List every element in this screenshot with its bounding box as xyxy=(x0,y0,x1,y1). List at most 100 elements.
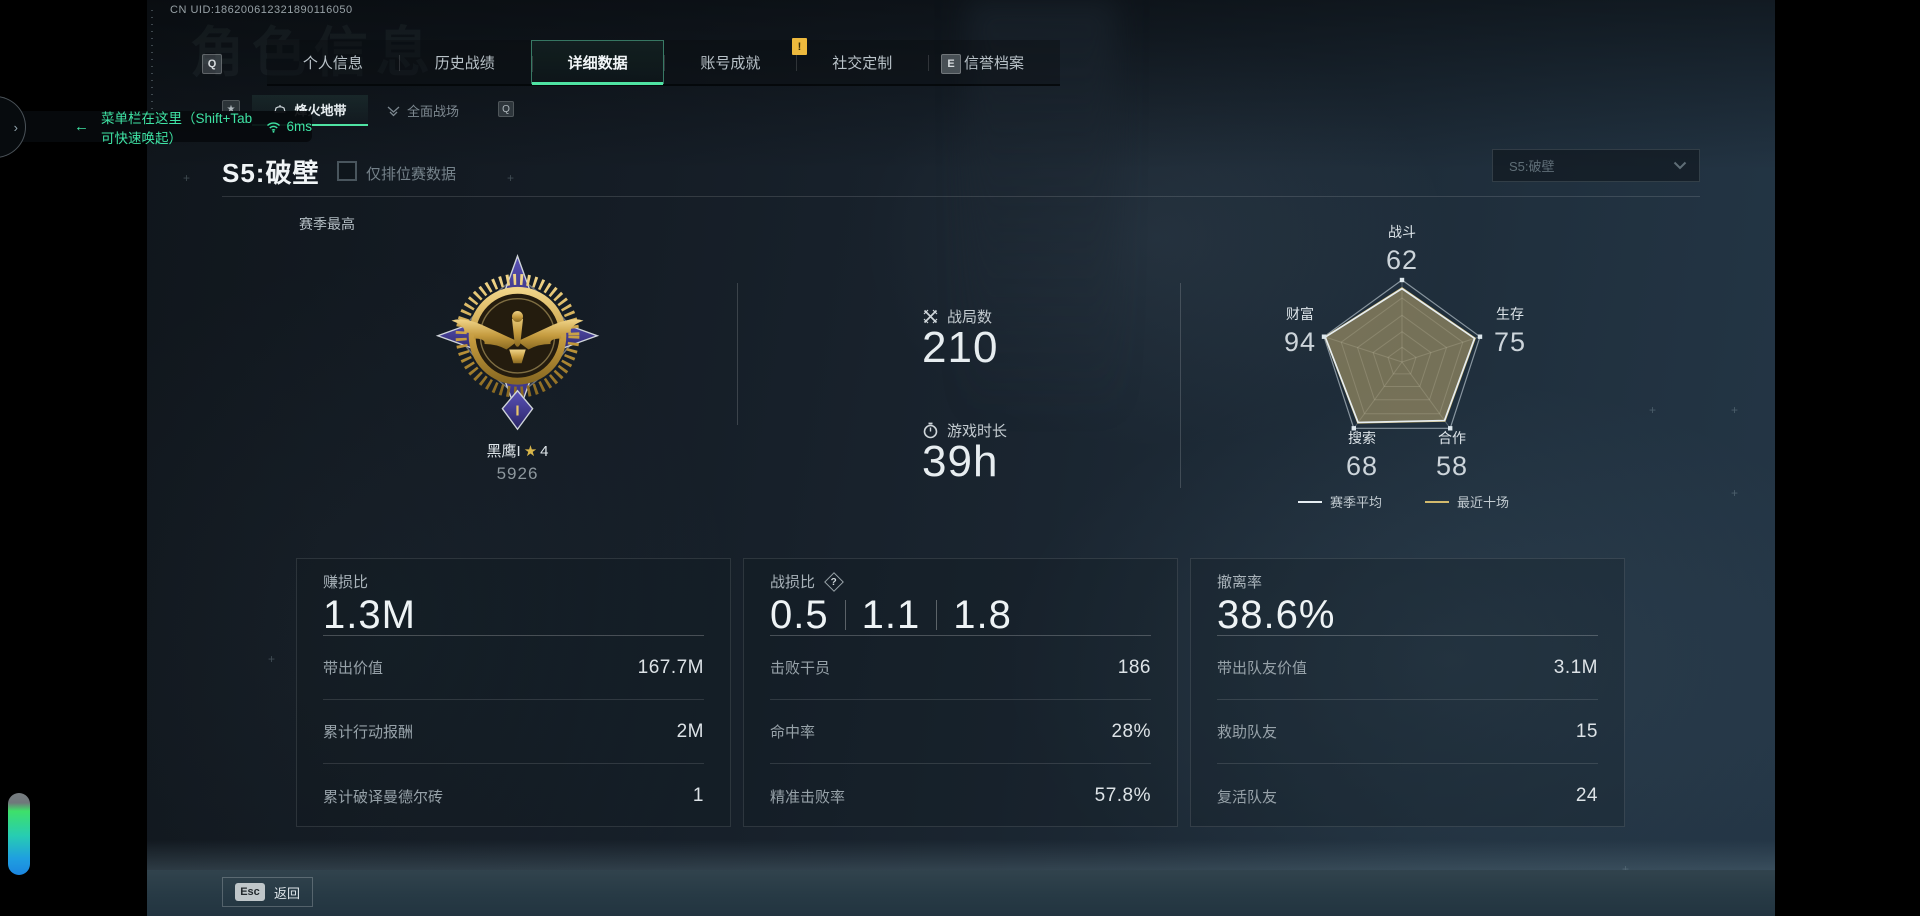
matches-value: 210 xyxy=(922,323,999,372)
game-viewport: CN UID:186200612321890116050 角色信息 + + + … xyxy=(147,0,1775,916)
back-button[interactable]: Esc 返回 xyxy=(222,877,314,907)
divider-vertical xyxy=(1180,283,1181,488)
menu-toggle-button[interactable]: › xyxy=(0,96,26,158)
row-value: 167.7M xyxy=(637,656,704,678)
row-value: 15 xyxy=(1575,720,1598,742)
legend-swatch xyxy=(1425,500,1449,503)
axis-value: 58 xyxy=(1435,451,1469,481)
stat-row: 复活队友 24 xyxy=(1217,764,1598,828)
season-title: S5:破壁 xyxy=(222,158,320,188)
decor-cross: + xyxy=(268,652,276,666)
card-big-value: 38.6% xyxy=(1217,593,1336,637)
subtab-key-badge: Q xyxy=(498,101,514,117)
axis-value: 62 xyxy=(1385,245,1419,275)
row-label: 复活队友 xyxy=(1217,788,1278,806)
wings-icon xyxy=(387,106,400,116)
row-label: 累计行动报酬 xyxy=(323,724,414,741)
card-header: 战损比 ? 0.5 1.1 1.8 xyxy=(770,559,1151,637)
card-big-values: 0.5 1.1 1.8 xyxy=(770,593,1151,637)
tab-social[interactable]: 社交定制 xyxy=(796,40,928,84)
axis-value: 68 xyxy=(1345,451,1379,481)
season-dropdown-value: S5:破壁 xyxy=(1509,159,1555,174)
tab-personal-info[interactable]: 个人信息 xyxy=(302,54,363,72)
rank-name: 黑鹰I xyxy=(486,443,521,460)
rank-name-line: 黑鹰I ★ 4 xyxy=(415,440,620,461)
chevron-right-icon: › xyxy=(13,119,18,135)
ranked-only-checkbox[interactable] xyxy=(337,161,357,181)
row-label: 累计破译曼德尔砖 xyxy=(323,788,444,806)
tank-icon xyxy=(274,104,287,113)
main-tab-bar: 个人信息 历史战绩 详细数据 账号成就 社交定制 信誉档案 xyxy=(267,40,1060,86)
wifi-icon xyxy=(267,121,281,133)
row-value: 186 xyxy=(1117,656,1151,678)
value-separator xyxy=(936,600,938,630)
stat-row: 带出队友价值 3.1M xyxy=(1217,636,1598,700)
playtime-value: 39h xyxy=(922,437,999,486)
stat-row: 带出价值 167.7M xyxy=(323,636,704,700)
player-uid: CN UID:186200612321890116050 xyxy=(170,4,353,16)
stat-row: 累计行动报酬 2M xyxy=(323,700,704,764)
stat-row: 击败干员 186 xyxy=(770,636,1151,700)
kd-value-3: 1.8 xyxy=(953,593,1012,637)
help-glyph: ? xyxy=(830,575,838,587)
decor-cross: + xyxy=(183,171,191,185)
tab-achievements[interactable]: 账号成就 xyxy=(664,40,796,84)
arrow-left-icon: ← xyxy=(74,118,89,135)
row-value: 24 xyxy=(1575,785,1598,806)
card-title: 撤离率 xyxy=(1217,574,1263,591)
decor-cross: + xyxy=(1649,403,1657,417)
page-watermark: 角色信息 xyxy=(190,23,438,83)
row-label: 带出价值 xyxy=(323,660,384,677)
key-hint-q: Q xyxy=(202,54,222,74)
axis-label: 财富 xyxy=(1286,306,1314,322)
season-best-label: 赛季最高 xyxy=(299,216,355,232)
subtab-full-battlefield[interactable]: 全面战场 xyxy=(376,95,470,126)
radar-axis-wealth: 财富 94 xyxy=(1255,304,1345,358)
tab-match-history[interactable]: 历史战绩 xyxy=(398,40,531,84)
radar-axis-survival: 生存 75 xyxy=(1465,304,1555,358)
back-label: 返回 xyxy=(274,885,301,901)
card-big-value: 1.3M xyxy=(323,593,416,637)
row-value: 1 xyxy=(692,785,704,806)
radar-axis-combat: 战斗 62 xyxy=(1357,222,1447,276)
divider-vertical xyxy=(737,283,738,425)
row-label: 精准击败率 xyxy=(770,788,846,806)
row-value: 57.8% xyxy=(1094,785,1151,806)
stat-row: 累计破译曼德尔砖 1 xyxy=(323,764,704,828)
axis-label: 战斗 xyxy=(1388,224,1416,240)
section-divider xyxy=(222,196,1700,197)
card-header: 赚损比 1.3M xyxy=(323,559,704,637)
playtime-label-row: 游戏时长 xyxy=(922,420,1007,441)
help-icon[interactable]: ? xyxy=(824,571,844,592)
rank-medal: I xyxy=(435,253,600,431)
value-separator xyxy=(844,600,846,630)
row-label: 击败干员 xyxy=(770,660,831,677)
esc-key-icon[interactable]: Esc xyxy=(235,883,265,901)
axis-label: 搜索 xyxy=(1348,430,1376,446)
decor-cross: + xyxy=(1731,403,1739,417)
card-extraction-rate: 撤离率 38.6% 带出队友价值 3.1M 救助队友 15 复活队友 24 xyxy=(1190,558,1625,827)
row-value: 3.1M xyxy=(1553,656,1598,678)
menu-hint-tooltip: ← 菜单栏在这里（Shift+Tab可快速唤起） 6ms xyxy=(0,111,312,146)
row-label: 救助队友 xyxy=(1217,724,1278,741)
crossed-swords-icon xyxy=(923,309,938,324)
card-title: 赚损比 xyxy=(323,574,369,591)
tab-reputation[interactable]: 信誉档案 xyxy=(928,40,1060,84)
season-dropdown[interactable]: S5:破壁 xyxy=(1492,149,1700,182)
legend-recent-ten: 最近十场 xyxy=(1425,492,1509,511)
tab-detailed-stats[interactable]: 详细数据 xyxy=(530,40,665,85)
card-profit-loss: 赚损比 1.3M 带出价值 167.7M 累计行动报酬 2M 累计破译曼德尔砖 … xyxy=(296,558,731,827)
card-title-row: 战损比 ? xyxy=(770,571,1151,592)
decor-cross: + xyxy=(1731,486,1739,500)
footer-bar: Esc 返回 xyxy=(147,870,1775,916)
alert-badge: ! xyxy=(792,38,807,55)
menu-hint-text: 菜单栏在这里（Shift+Tab可快速唤起） xyxy=(101,110,253,146)
row-value: 2M xyxy=(676,720,704,742)
row-value: 28% xyxy=(1111,720,1151,742)
ping-value: 6ms xyxy=(286,119,312,134)
side-progress-pill xyxy=(8,793,30,875)
axis-value: 94 xyxy=(1283,327,1317,357)
legend-swatch xyxy=(1298,500,1322,503)
key-hint-e: E xyxy=(941,54,961,74)
